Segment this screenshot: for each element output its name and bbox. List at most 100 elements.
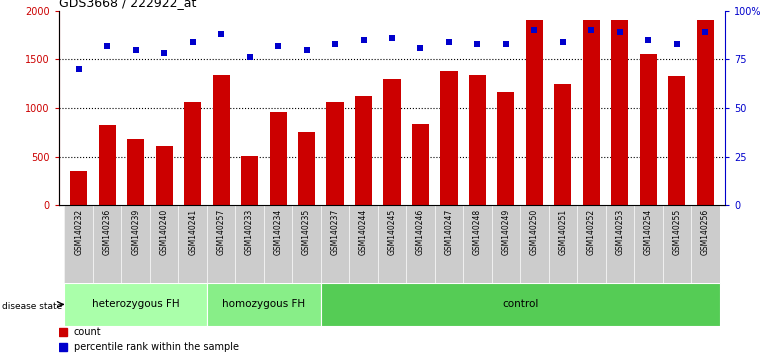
Bar: [99, 126, 116, 205]
Point: [557, 39, 569, 45]
Point: [328, 41, 341, 46]
Bar: [150, 205, 179, 283]
Bar: [612, 21, 628, 205]
Bar: [270, 112, 287, 205]
Bar: [59, 328, 67, 336]
Text: percentile rank within the sample: percentile rank within the sample: [74, 342, 239, 352]
Bar: [350, 205, 378, 283]
Bar: [64, 205, 93, 283]
Bar: [640, 55, 657, 205]
Text: heterozygous FH: heterozygous FH: [92, 299, 180, 309]
Point: [215, 31, 227, 37]
Text: GSM140234: GSM140234: [274, 209, 282, 256]
Bar: [549, 205, 577, 283]
Point: [443, 39, 456, 45]
Text: GSM140256: GSM140256: [701, 209, 710, 256]
Text: GSM140235: GSM140235: [302, 209, 311, 256]
Text: control: control: [502, 299, 539, 309]
Text: GSM140251: GSM140251: [558, 209, 568, 255]
Bar: [241, 156, 258, 205]
Text: GSM140247: GSM140247: [445, 209, 453, 256]
Point: [585, 27, 597, 33]
Bar: [526, 21, 543, 205]
Point: [670, 41, 683, 46]
Bar: [583, 21, 600, 205]
Point: [414, 45, 426, 50]
Bar: [662, 205, 691, 283]
Text: GSM140250: GSM140250: [530, 209, 539, 256]
Point: [471, 41, 484, 46]
Text: count: count: [74, 327, 101, 337]
Bar: [71, 171, 87, 205]
Bar: [212, 75, 230, 205]
Point: [358, 37, 370, 43]
Bar: [122, 205, 150, 283]
Bar: [156, 146, 172, 205]
Point: [129, 47, 142, 52]
Text: GSM140255: GSM140255: [673, 209, 681, 256]
Text: GSM140248: GSM140248: [473, 209, 482, 255]
Bar: [691, 205, 720, 283]
Point: [158, 51, 170, 56]
Bar: [668, 76, 685, 205]
Point: [300, 47, 313, 52]
Bar: [577, 205, 605, 283]
Text: homozygous FH: homozygous FH: [223, 299, 306, 309]
Text: GSM140253: GSM140253: [615, 209, 624, 256]
Text: GSM140241: GSM140241: [188, 209, 197, 255]
Bar: [292, 205, 321, 283]
Bar: [64, 283, 207, 326]
Bar: [179, 205, 207, 283]
Bar: [497, 92, 514, 205]
Point: [386, 35, 398, 41]
Text: GSM140239: GSM140239: [131, 209, 140, 256]
Bar: [520, 205, 549, 283]
Bar: [441, 71, 458, 205]
Bar: [321, 283, 720, 326]
Point: [72, 66, 85, 72]
Point: [499, 41, 512, 46]
Text: GSM140246: GSM140246: [416, 209, 425, 256]
Bar: [383, 79, 401, 205]
Text: GSM140233: GSM140233: [245, 209, 254, 256]
Text: GSM140254: GSM140254: [644, 209, 653, 256]
Point: [614, 29, 626, 35]
Bar: [605, 205, 634, 283]
Bar: [184, 102, 201, 205]
Text: disease state: disease state: [2, 302, 62, 311]
Bar: [355, 96, 372, 205]
Bar: [406, 205, 434, 283]
Bar: [264, 205, 292, 283]
Text: GSM140257: GSM140257: [216, 209, 226, 256]
Bar: [469, 75, 486, 205]
Point: [272, 43, 285, 48]
Text: GSM140249: GSM140249: [502, 209, 510, 256]
Bar: [321, 205, 350, 283]
Bar: [697, 21, 713, 205]
Text: GSM140244: GSM140244: [359, 209, 368, 256]
Bar: [59, 343, 67, 351]
Bar: [298, 132, 315, 205]
Bar: [93, 205, 122, 283]
Bar: [434, 205, 463, 283]
Bar: [235, 205, 264, 283]
Text: GSM140245: GSM140245: [387, 209, 397, 256]
Bar: [207, 283, 321, 326]
Text: GSM140252: GSM140252: [587, 209, 596, 255]
Bar: [554, 84, 572, 205]
Point: [101, 43, 114, 48]
Point: [528, 27, 541, 33]
Point: [699, 29, 712, 35]
Text: GSM140237: GSM140237: [331, 209, 339, 256]
Point: [187, 39, 199, 45]
Bar: [634, 205, 662, 283]
Bar: [207, 205, 235, 283]
Point: [642, 37, 655, 43]
Bar: [127, 139, 144, 205]
Bar: [326, 102, 343, 205]
Text: GSM140236: GSM140236: [103, 209, 111, 256]
Bar: [412, 124, 429, 205]
Bar: [378, 205, 406, 283]
Text: GSM140240: GSM140240: [160, 209, 169, 256]
Text: GDS3668 / 222922_at: GDS3668 / 222922_at: [59, 0, 196, 10]
